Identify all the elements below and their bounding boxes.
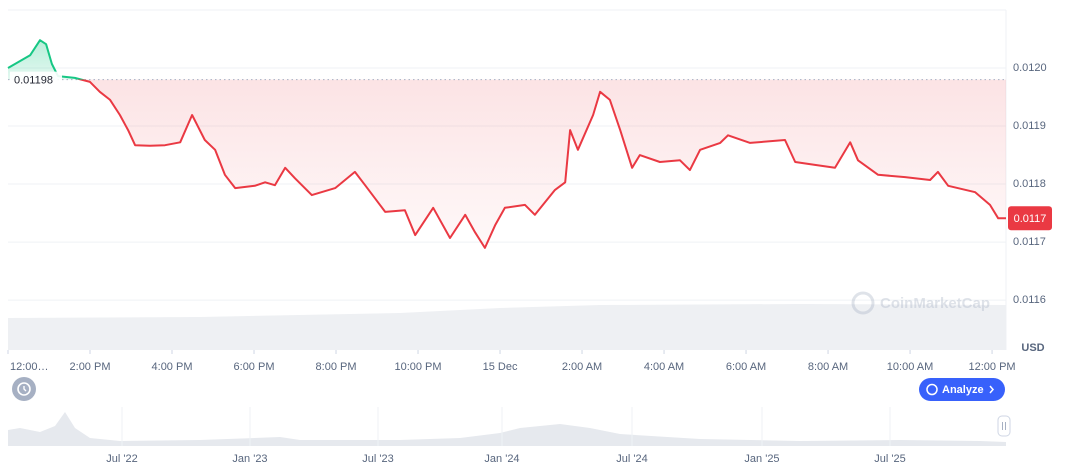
baseline-label: 0.01198 [14,75,53,87]
x-tick-label: 8:00 PM [316,361,357,373]
y-tick-label: 0.0120 [1013,62,1047,74]
x-tick-label: 2:00 PM [70,361,111,373]
volume-area [8,304,1006,350]
x-tick-label: 8:00 AM [808,361,848,373]
price-line [7,39,1006,249]
history-icon-hands [23,386,27,392]
baseline-label-bg [10,71,62,88]
navigator-handle-grip [1002,422,1006,430]
x-tick-label: 12:00… [10,361,49,373]
analyze-label[interactable]: Analyze [942,384,984,396]
watermark-text: CoinMarketCap [880,295,990,312]
navigator-label: Jan '24 [484,453,519,465]
analyze-button-bg[interactable] [919,378,1005,401]
watermark-logo [851,291,875,315]
navigator[interactable] [8,407,1011,446]
last-price-label: 0.0117 [1014,213,1047,225]
watermark: CoinMarketCap [851,291,990,315]
y-tick-label: 0.0118 [1013,178,1046,190]
plot-layer: 0.0116 0.0117 0.0118 0.0119 0.0120 12:00… 2:00… [7,39,1052,373]
x-tick-label: 6:00 PM [234,361,275,373]
last-price-tag [1008,206,1052,231]
history-button[interactable] [12,377,36,401]
x-tick-label: 2:00 AM [562,361,602,373]
currency-label: USD [1021,342,1044,354]
x-tick-label: 4:00 AM [644,361,684,373]
x-tick-label: 10:00 AM [887,361,933,373]
x-tick-label: 4:00 PM [152,361,193,373]
navigator-handle[interactable] [997,415,1011,437]
area-fill [8,40,1006,248]
x-tick-label: 12:00 PM [969,361,1016,373]
navigator-label: Jul '25 [874,453,905,465]
navigator-label: Jul '24 [616,453,647,465]
analyze-button[interactable]: Analyze [919,378,1005,401]
history-icon-clock [17,382,31,396]
analyze-icon [926,383,938,396]
analyze-chevron [989,385,994,394]
navigator-label: Jan '23 [232,453,267,465]
x-tick-label: 15 Dec [483,361,518,373]
navigator-label: Jan '25 [744,453,779,465]
navigator-area [8,412,1006,446]
navigator-label: Jul '23 [362,453,393,465]
navigator-label: Jul '22 [106,453,137,465]
y-tick-label: 0.0117 [1013,236,1046,248]
x-tick-label: 6:00 AM [726,361,766,373]
navigator-grid [121,407,891,446]
y-tick-label: 0.0119 [1013,120,1046,132]
y-tick-label: 0.0116 [1013,294,1046,306]
x-tick-label: 10:00 PM [394,361,441,373]
